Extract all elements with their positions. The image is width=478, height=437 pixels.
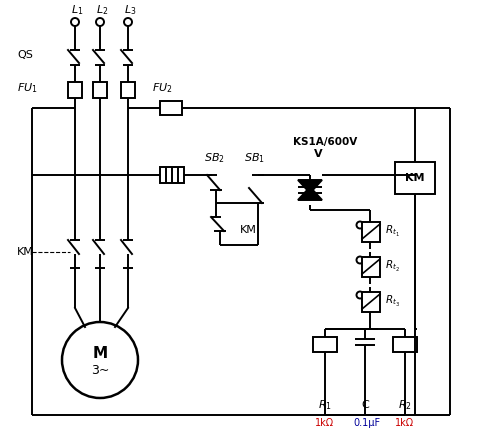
Text: $R_{t_1}$: $R_{t_1}$ bbox=[385, 223, 400, 239]
Text: $SB_2$: $SB_2$ bbox=[204, 151, 224, 165]
Bar bbox=[68, 82, 82, 98]
Text: KM: KM bbox=[17, 247, 34, 257]
Text: $SB_1$: $SB_1$ bbox=[243, 151, 264, 165]
Text: C: C bbox=[361, 400, 369, 410]
Text: $FU_1$: $FU_1$ bbox=[17, 81, 38, 95]
Circle shape bbox=[124, 18, 132, 26]
Bar bbox=[313, 337, 337, 352]
Polygon shape bbox=[298, 180, 322, 193]
Circle shape bbox=[357, 257, 363, 264]
Bar bbox=[362, 222, 380, 242]
Bar bbox=[395, 162, 435, 194]
Text: V: V bbox=[314, 149, 322, 159]
Circle shape bbox=[62, 322, 138, 398]
Text: $L_3$: $L_3$ bbox=[124, 3, 136, 17]
Bar bbox=[160, 101, 182, 115]
Text: 1kΩ: 1kΩ bbox=[315, 418, 335, 428]
Text: $R_{t_3}$: $R_{t_3}$ bbox=[384, 294, 400, 309]
Polygon shape bbox=[298, 187, 322, 200]
Text: $FU_2$: $FU_2$ bbox=[152, 81, 173, 95]
Bar bbox=[121, 82, 135, 98]
Bar bbox=[160, 167, 184, 183]
Bar bbox=[362, 292, 380, 312]
Text: KS1A/600V: KS1A/600V bbox=[293, 137, 357, 147]
Text: $R_2$: $R_2$ bbox=[398, 398, 412, 412]
Bar bbox=[93, 82, 107, 98]
Text: $L_1$: $L_1$ bbox=[71, 3, 83, 17]
Circle shape bbox=[96, 18, 104, 26]
Circle shape bbox=[357, 222, 363, 229]
Text: $L_2$: $L_2$ bbox=[96, 3, 108, 17]
Text: KM: KM bbox=[405, 173, 425, 183]
Text: KM: KM bbox=[239, 225, 256, 235]
Circle shape bbox=[357, 291, 363, 298]
Bar bbox=[393, 337, 417, 352]
Text: $R_1$: $R_1$ bbox=[318, 398, 332, 412]
Text: $R_{t_2}$: $R_{t_2}$ bbox=[385, 258, 400, 274]
Text: 3~: 3~ bbox=[91, 364, 109, 377]
Text: M: M bbox=[92, 346, 108, 361]
Bar bbox=[362, 257, 380, 277]
Text: 1kΩ: 1kΩ bbox=[395, 418, 414, 428]
Circle shape bbox=[71, 18, 79, 26]
Text: QS: QS bbox=[17, 50, 33, 60]
Text: 0.1μF: 0.1μF bbox=[353, 418, 380, 428]
